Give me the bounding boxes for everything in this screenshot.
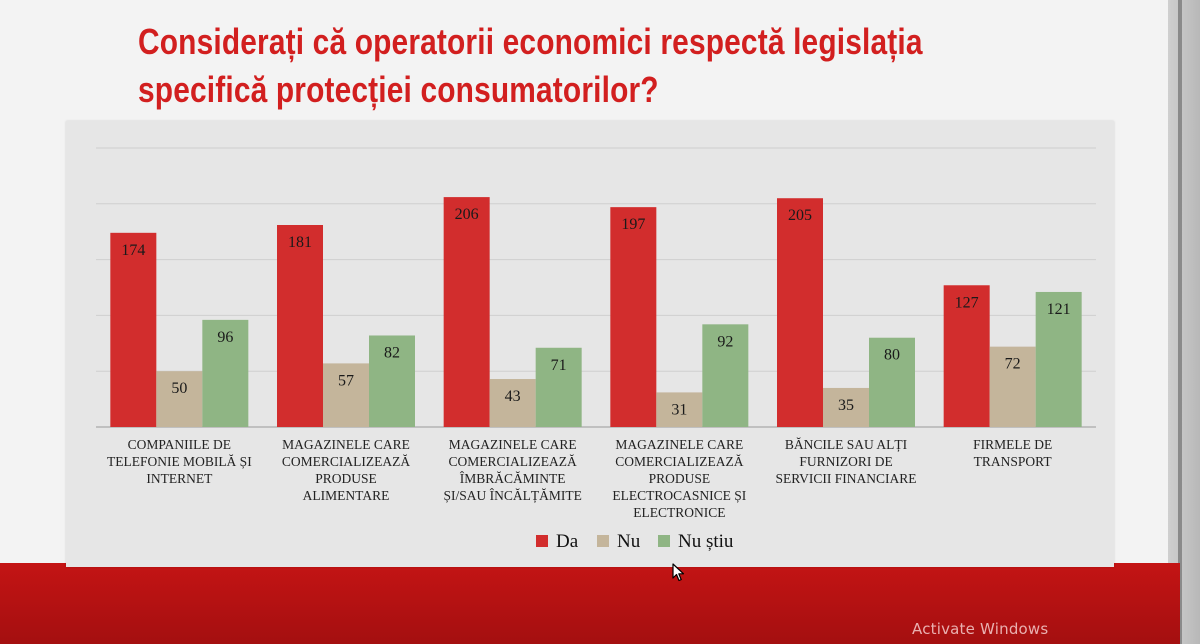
bar-nu-știu (869, 337, 915, 427)
bar-nu-știu (369, 335, 415, 427)
data-label: 121 (1047, 301, 1071, 318)
activate-windows-watermark: Activate Windows (912, 620, 1049, 638)
data-label: 181 (288, 234, 312, 251)
data-label: 43 (505, 388, 521, 405)
category-label: COMPANIILE DE TELEFONIE MOBILĂ ȘI INTERNET (107, 437, 252, 486)
category-label: MAGAZINELE CARE COMERCIALIZEAZĂ ÎMBRĂCĂMIN… (443, 437, 581, 503)
category-label-line: INTERNET (146, 471, 213, 486)
slide-title: Considerați că operatorii economici resp… (138, 18, 968, 114)
category-label-line: TRANSPORT (974, 454, 1053, 469)
legend-entry: Nu (617, 531, 641, 552)
category-label-line: ELECTROCASNICE ȘI (612, 488, 746, 503)
category-label-line: ȘI/SAU ÎNCĂLȚĂMITE (443, 488, 581, 503)
data-label: 57 (338, 372, 354, 389)
bar-group: 206 43 71 (443, 197, 582, 427)
chart-card: 174 50 96 COMPANIILE DE TELEFONIE MOBILĂ ȘI I… (66, 121, 1114, 567)
legend-swatch (536, 535, 548, 547)
legend-swatch (658, 535, 670, 547)
data-label: 174 (121, 242, 145, 259)
category-label-line: FURNIZORI DE (799, 454, 892, 469)
data-label: 80 (884, 347, 900, 364)
bar-nu-știu (202, 319, 249, 427)
data-label: 72 (1005, 356, 1021, 373)
right-edge-line (1178, 0, 1182, 644)
bar-da (443, 197, 490, 427)
bar-da (610, 207, 657, 427)
category-label-line: ALIMENTARE (303, 488, 390, 503)
category-label: FIRMELE DE TRANSPORT (973, 437, 1052, 469)
category-label: MAGAZINELE CARE COMERCIALIZEAZĂ PRODUSE ELE… (612, 437, 746, 520)
bar-group: 181 57 82 (277, 225, 415, 427)
data-label: 127 (955, 294, 979, 311)
bar-da (943, 285, 990, 427)
bar-nu (156, 371, 203, 427)
legend-entry: Da (556, 531, 579, 552)
category-label: BĂNCILE SAU ALȚI FURNIZORI DE SERVICII FIN… (775, 437, 916, 486)
data-label: 82 (384, 344, 400, 361)
category-label-line: PRODUSE (649, 471, 711, 486)
bar-group: 197 31 92 (610, 207, 749, 427)
data-label: 96 (217, 329, 233, 346)
bar-nu (656, 392, 703, 427)
slide-title-line-2: specifică protecției consumatorilor? (138, 69, 659, 110)
category-label-line: COMERCIALIZEAZĂ (282, 454, 410, 469)
bar-nu (989, 346, 1036, 427)
data-label: 50 (171, 380, 187, 397)
category-label-line: PRODUSE (315, 471, 377, 486)
category-label-line: TELEFONIE MOBILĂ ȘI (107, 454, 252, 469)
legend: Da Nu Nu știu (536, 531, 734, 552)
category-label-line: MAGAZINELE CARE (449, 437, 577, 452)
bottom-red-band (0, 563, 1180, 644)
data-label: 92 (717, 333, 733, 350)
category-label-line: MAGAZINELE CARE (615, 437, 743, 452)
category-label-line: SERVICII FINANCIARE (775, 471, 916, 486)
data-label: 205 (788, 207, 812, 224)
bar-nu (489, 379, 536, 427)
category-label-line: MAGAZINELE CARE (282, 437, 410, 452)
category-label: MAGAZINELE CARE COMERCIALIZEAZĂ PRODUSE ALI… (282, 437, 410, 503)
bar-group: 174 50 96 (110, 232, 249, 427)
bar-nu (823, 387, 869, 427)
bar-nu-știu (535, 347, 582, 427)
data-label: 31 (671, 401, 687, 418)
bar-nu (323, 363, 369, 427)
data-label: 71 (551, 357, 567, 374)
category-label-line: ÎMBRĂCĂMINTE (460, 471, 566, 486)
bar-chart: 174 50 96 COMPANIILE DE TELEFONIE MOBILĂ ȘI I… (96, 147, 1096, 552)
data-label: 35 (838, 397, 854, 414)
bar-group: 205 35 80 (777, 198, 915, 427)
bar-group: 127 72 121 (943, 285, 1082, 427)
bar-da (277, 225, 323, 427)
category-label-line: FIRMELE DE (973, 437, 1052, 452)
category-label-line: COMERCIALIZEAZĂ (615, 454, 743, 469)
legend-swatch (597, 535, 609, 547)
bar-da (110, 232, 157, 427)
slide-title-line-1: Considerați că operatorii economici resp… (138, 21, 923, 62)
data-label: 206 (455, 206, 479, 223)
category-label-line: COMPANIILE DE (128, 437, 231, 452)
right-edge-strip (1168, 0, 1200, 644)
legend-entry: Nu știu (678, 531, 734, 552)
bar-nu-știu (702, 324, 749, 427)
category-label-line: BĂNCILE SAU ALȚI (785, 437, 908, 452)
mouse-cursor-icon (672, 563, 685, 582)
category-label-line: COMERCIALIZEAZĂ (449, 454, 577, 469)
data-label: 197 (621, 216, 645, 233)
gridlines (96, 147, 1096, 428)
bar-da (777, 198, 823, 427)
category-label-line: ELECTRONICE (633, 505, 725, 520)
bar-nu-știu (1035, 291, 1082, 427)
